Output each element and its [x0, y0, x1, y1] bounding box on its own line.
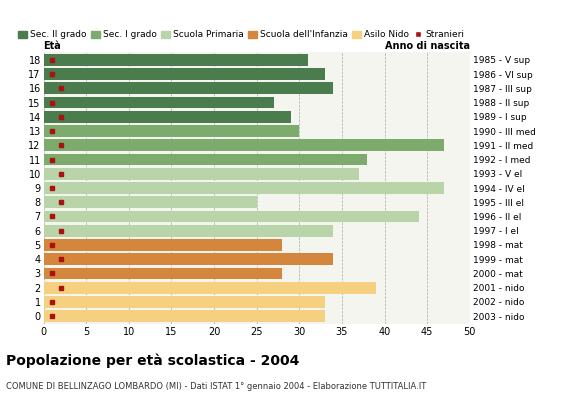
Text: COMUNE DI BELLINZAGO LOMBARDO (MI) - Dati ISTAT 1° gennaio 2004 - Elaborazione T: COMUNE DI BELLINZAGO LOMBARDO (MI) - Dat… — [6, 382, 426, 391]
Bar — [44, 82, 333, 94]
Bar — [44, 97, 274, 108]
Bar — [44, 68, 325, 80]
Text: Anno di nascita: Anno di nascita — [385, 41, 470, 51]
Bar — [44, 296, 325, 308]
Bar — [44, 239, 282, 251]
Bar — [44, 111, 291, 123]
Bar — [44, 282, 376, 294]
Text: Età: Età — [44, 41, 61, 51]
Bar — [44, 310, 325, 322]
Bar — [44, 154, 368, 165]
Bar — [44, 225, 333, 236]
Bar — [44, 253, 333, 265]
Bar — [44, 182, 444, 194]
Bar — [44, 196, 256, 208]
Bar — [44, 54, 308, 66]
Bar — [44, 168, 359, 180]
Bar — [44, 125, 299, 137]
Bar — [44, 140, 444, 151]
Legend: Sec. II grado, Sec. I grado, Scuola Primaria, Scuola dell'Infanzia, Asilo Nido, : Sec. II grado, Sec. I grado, Scuola Prim… — [18, 30, 464, 39]
Bar — [44, 211, 419, 222]
Text: Popolazione per età scolastica - 2004: Popolazione per età scolastica - 2004 — [6, 354, 299, 368]
Bar — [44, 268, 282, 279]
